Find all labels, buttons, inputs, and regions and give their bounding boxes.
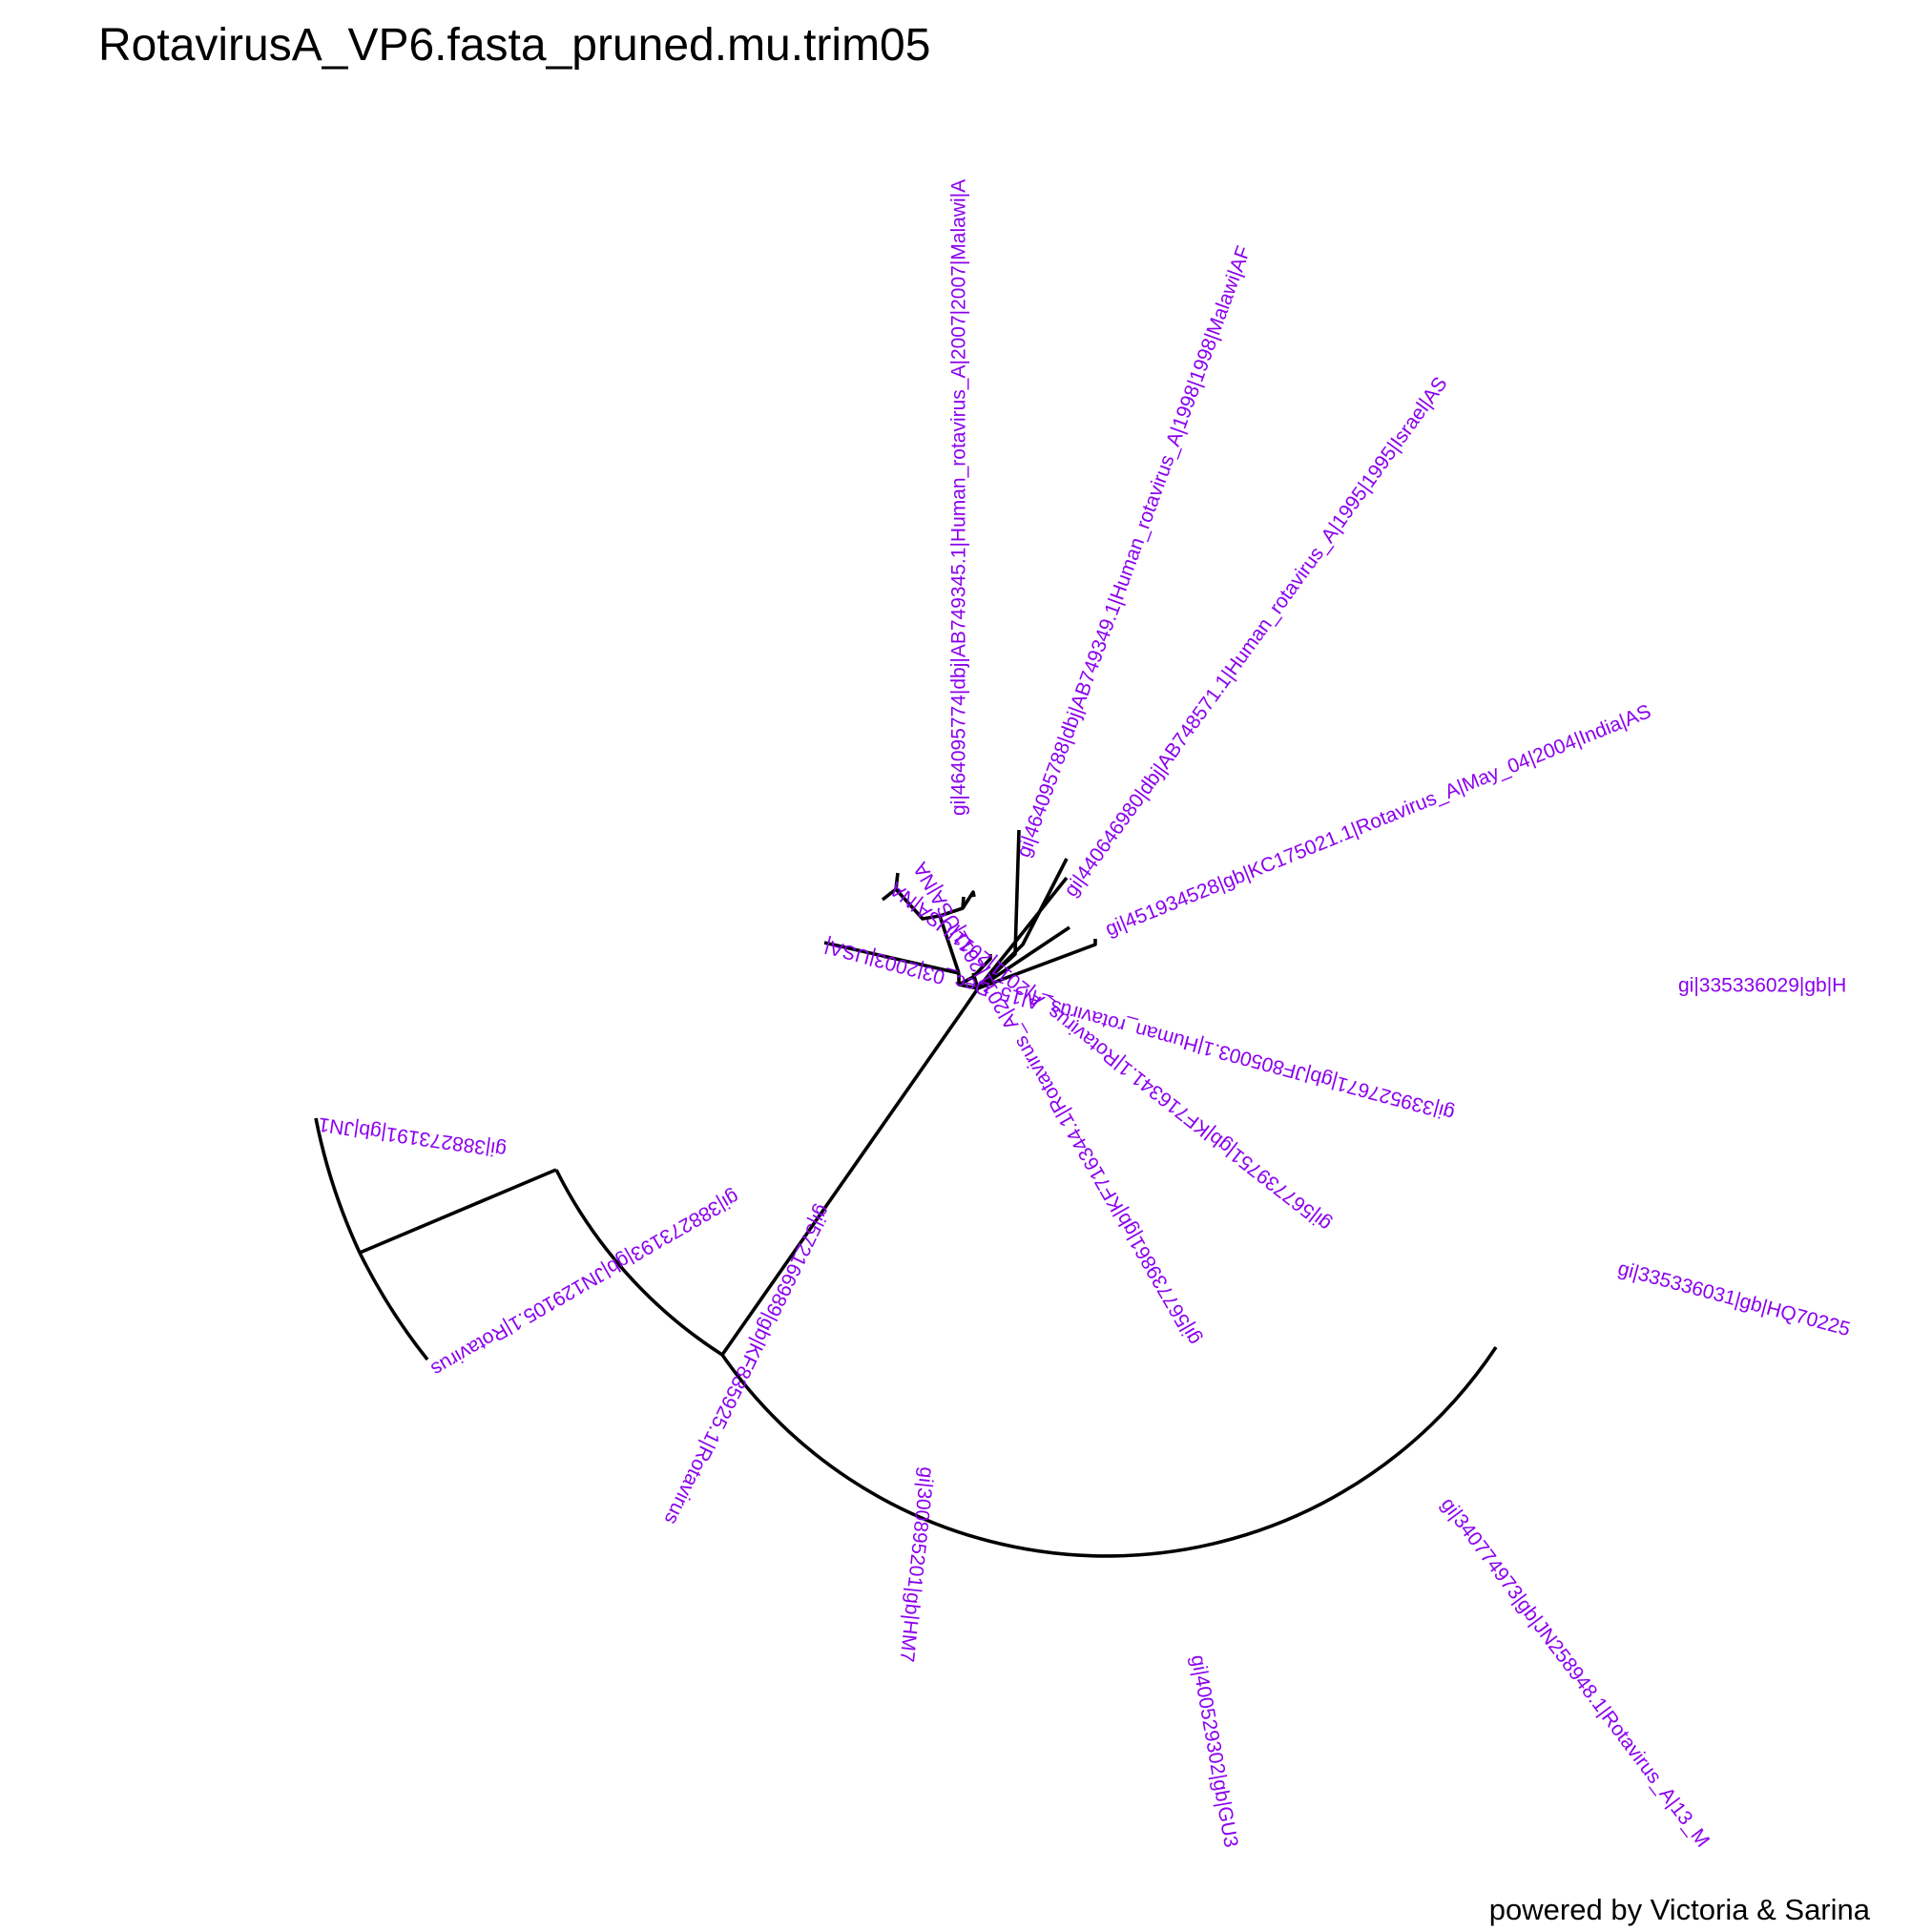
tip-label: gi|464095774|dbj|AB749345.1|Human_rotavi… (948, 179, 970, 816)
branch-8 (314, 1117, 362, 1254)
branch-3 (964, 987, 980, 1008)
tip-label: gi|572166989|gb|KF835925.1|Rotavirus (660, 1201, 835, 1527)
tip-label: gi|300895201|gb|HM7 (896, 1465, 938, 1663)
branch-20 (977, 939, 1097, 990)
tip-labels: gi|464095774|dbj|AB749345.1|Human_rotavi… (317, 179, 1852, 1852)
tip-label: gi|400529302|gb|GU3 (1187, 1653, 1242, 1849)
branch-13 (894, 872, 900, 890)
branch-19 (976, 876, 1069, 990)
branch-2 (958, 975, 974, 987)
branch-10 (823, 941, 960, 975)
branch-15 (961, 890, 976, 909)
branch-6 (554, 1169, 723, 1357)
branch-18 (976, 858, 1069, 990)
branch-11 (938, 915, 961, 974)
branch-7 (359, 1168, 557, 1255)
tip-label: gi|335336031|gb|HQ70225 (1615, 1257, 1852, 1340)
tree-branches (314, 829, 1498, 1558)
credit-text: powered by Victoria & Sarina (1489, 1893, 1871, 1926)
tip-label: gi|340774973|gb|JN258948.1|Rotavirus_A|1… (1437, 1494, 1714, 1852)
branch-21 (977, 925, 1070, 990)
tip-label: gi|335336029|gb|H (1678, 975, 1846, 997)
branch-5 (720, 1346, 1498, 1558)
branch-9 (358, 1252, 429, 1361)
branch-4 (720, 1005, 967, 1357)
tip-label: gi|388273193|gb|JN129105.1|Rotavirus (427, 1186, 743, 1381)
tip-label: gi|339527671|gb|JF805003.1|Human_rotavir… (822, 935, 1457, 1125)
branch-12 (881, 887, 941, 921)
branch-16 (971, 954, 992, 979)
tip-label: gi|464095788|dbj|AB749349.1|Human_rotavi… (1012, 243, 1255, 861)
tip-label: gi|388273191|gb|JN1 (317, 1113, 508, 1161)
tree-title: RotavirusA_VP6.fasta_pruned.mu.trim05 (98, 20, 930, 71)
